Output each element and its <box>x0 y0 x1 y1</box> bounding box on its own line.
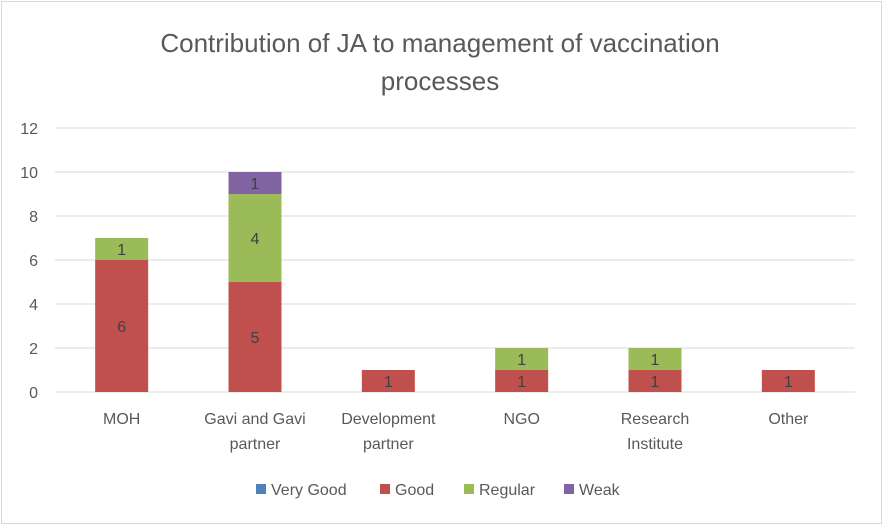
x-category-label: MOH <box>103 411 140 428</box>
data-label: 6 <box>117 319 126 336</box>
bar-segment-regular <box>628 348 682 370</box>
x-category-label: partner <box>363 436 414 453</box>
x-category-label: Other <box>768 411 809 428</box>
y-tick-label: 6 <box>29 253 38 270</box>
x-category-label: Development <box>341 411 436 428</box>
legend-swatch <box>380 484 390 494</box>
gridlines <box>55 127 855 393</box>
bar-segment-good <box>95 260 149 392</box>
y-axis-ticks: 0 2 4 6 8 10 12 <box>20 121 38 402</box>
legend-label: Very Good <box>271 482 347 499</box>
x-category-label: NGO <box>503 411 539 428</box>
legend-swatch <box>464 484 474 494</box>
bar-segment-good <box>495 370 549 392</box>
bar-segment-regular <box>228 194 282 282</box>
y-tick-label: 2 <box>29 341 38 358</box>
x-category-label: Institute <box>627 436 683 453</box>
chart-title-line: Contribution of JA to management of vacc… <box>160 28 719 58</box>
data-label: 1 <box>384 374 393 391</box>
y-tick-label: 10 <box>20 165 38 182</box>
data-label: 4 <box>251 231 260 248</box>
legend-label: Regular <box>479 482 536 499</box>
legend-swatch <box>564 484 574 494</box>
data-label: 5 <box>251 330 260 347</box>
data-label: 1 <box>251 176 260 193</box>
x-axis-categories: MOH Gavi and Gavi partner Development partne… <box>103 411 809 453</box>
chart-title: Contribution of JA to management of vacc… <box>160 28 719 96</box>
legend: Very Good Good Regular Weak <box>256 482 621 499</box>
bar-segment-good <box>361 370 415 392</box>
legend-label: Weak <box>579 482 621 499</box>
bars <box>95 172 815 392</box>
data-labels: 6 1 5 4 1 1 1 1 1 1 1 <box>117 176 793 391</box>
x-category-label: partner <box>230 436 281 453</box>
data-label: 1 <box>651 352 660 369</box>
x-category-label: Research <box>621 411 689 428</box>
y-tick-label: 4 <box>29 297 38 314</box>
data-label: 1 <box>651 374 660 391</box>
data-label: 1 <box>517 352 526 369</box>
data-label: 1 <box>117 242 126 259</box>
y-tick-label: 8 <box>29 209 38 226</box>
bar-segment-good <box>628 370 682 392</box>
y-tick-label: 0 <box>29 385 38 402</box>
bar-segment-good <box>761 370 815 392</box>
bar-segment-regular <box>495 348 549 370</box>
y-tick-label: 12 <box>20 121 38 138</box>
legend-swatch <box>256 484 266 494</box>
legend-label: Good <box>395 482 434 499</box>
bar-segment-good <box>228 282 282 392</box>
bar-segment-regular <box>95 238 149 260</box>
data-label: 1 <box>517 374 526 391</box>
bar-segment-weak <box>228 172 282 194</box>
chart-title-line: processes <box>381 66 500 96</box>
data-label: 1 <box>784 374 793 391</box>
x-category-label: Gavi and Gavi <box>204 411 305 428</box>
